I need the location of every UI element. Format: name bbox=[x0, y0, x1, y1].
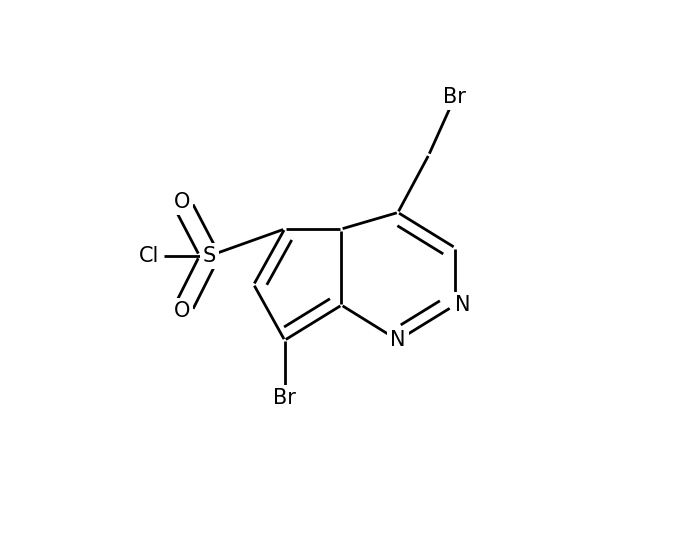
Text: O: O bbox=[173, 301, 190, 322]
Text: N: N bbox=[455, 295, 471, 315]
Text: Cl: Cl bbox=[139, 246, 159, 266]
Text: Br: Br bbox=[273, 388, 296, 408]
Text: N: N bbox=[390, 330, 406, 350]
Text: Br: Br bbox=[443, 87, 466, 107]
Text: S: S bbox=[203, 246, 216, 266]
Text: O: O bbox=[173, 192, 190, 212]
